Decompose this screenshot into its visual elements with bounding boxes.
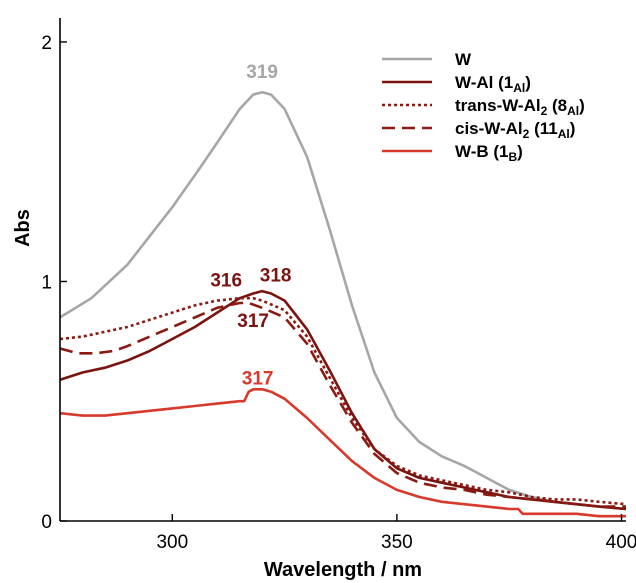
peak-label: 317 — [242, 368, 274, 389]
x-ticks: 300 350 400 — [156, 514, 636, 553]
peak-label: 318 — [260, 265, 292, 286]
x-tick-label: 300 — [156, 532, 188, 553]
peak-label: 316 — [210, 270, 242, 291]
legend-label-w: W — [455, 50, 472, 69]
y-tick-label: 1 — [41, 272, 52, 293]
series-line-w-b-1b — [60, 387, 626, 518]
legend-label-trans-w-al2-8al: trans-W-Al2 (8Al) — [455, 96, 585, 118]
y-tick-label: 0 — [41, 512, 52, 533]
series-line-trans-w-al2-8al — [60, 296, 626, 506]
axes — [59, 18, 626, 522]
legend: W W-Al (1Al)trans-W-Al2 (8Al)cis-W-Al2 (1… — [382, 50, 585, 164]
y-axis-title: Abs — [12, 209, 34, 247]
plot-area — [60, 91, 626, 518]
y-ticks: 0 1 2 — [41, 33, 67, 533]
peak-label: 317 — [237, 311, 269, 332]
x-tick-label: 400 — [606, 532, 636, 553]
series-line-cis-w-al2-11al — [60, 301, 626, 508]
series-line-w — [60, 91, 626, 511]
legend-label-cis-w-al2-11al: cis-W-Al2 (11Al) — [455, 119, 575, 141]
series-line-w-al-1al — [60, 289, 626, 511]
legend-label-w-al-1al: W-Al (1Al) — [455, 73, 531, 95]
peak-label: 319 — [246, 62, 278, 83]
peak-annotations: 319 316 318 317 317 — [210, 62, 291, 390]
y-tick-label: 2 — [41, 33, 52, 54]
x-axis-title: Wavelength / nm — [264, 559, 422, 581]
legend-label-w-b-1b: W-B (1B) — [455, 142, 523, 164]
x-tick-label: 350 — [381, 532, 413, 553]
